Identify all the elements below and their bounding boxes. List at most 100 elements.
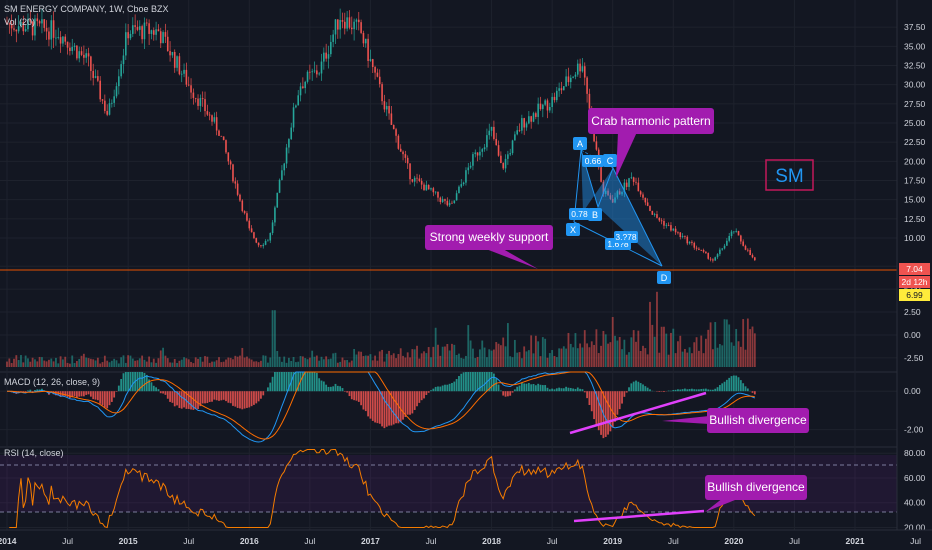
volume-bar: [376, 360, 379, 367]
volume-bar: [290, 360, 293, 367]
candle: [546, 98, 549, 119]
macd-histogram-bar: [239, 391, 241, 409]
time-axis-tick: Jul: [547, 536, 558, 546]
macd-histogram-bar: [593, 391, 595, 420]
candle: [472, 152, 474, 171]
candle: [190, 78, 192, 99]
volume-bar: [211, 361, 213, 367]
candle: [85, 48, 88, 63]
macd-histogram-bar: [355, 391, 358, 401]
volume-bar: [472, 348, 474, 367]
macd-histogram-bar: [241, 391, 244, 410]
candle: [728, 232, 730, 243]
pattern-ratio-abc: 0.66: [582, 155, 604, 167]
candle: [178, 53, 181, 76]
volume-bar: [180, 359, 183, 367]
candle: [509, 148, 512, 157]
volume-bar: [716, 347, 719, 367]
macd-histogram-bar: [136, 372, 139, 392]
macd-histogram-bar: [590, 391, 593, 412]
macd-histogram-bar: [260, 391, 262, 399]
macd-histogram-bar: [276, 372, 279, 392]
volume-bar: [131, 358, 134, 367]
macd-histogram-bar: [413, 391, 416, 410]
candle: [192, 88, 195, 105]
candle: [10, 14, 13, 37]
candle: [719, 247, 721, 257]
rsi-divergence-line: [573, 509, 705, 523]
candle: [211, 114, 213, 126]
volume-bar: [630, 337, 633, 367]
candle: [488, 123, 491, 140]
volume-bar: [157, 358, 160, 367]
macd-histogram-bar: [709, 389, 712, 392]
candle: [225, 139, 227, 155]
macd-histogram-bar: [236, 391, 239, 408]
candle: [497, 140, 500, 157]
macd-histogram-bar: [497, 384, 500, 392]
price-axis-tick: 60.00: [904, 473, 926, 483]
volume-bar: [136, 360, 139, 367]
macd-histogram-bar: [371, 391, 374, 421]
candle: [388, 99, 390, 120]
candle: [41, 8, 43, 34]
volume-bar: [260, 360, 262, 367]
volume-bar: [267, 362, 269, 367]
volume-bar: [420, 353, 423, 367]
volume-bar: [96, 357, 99, 367]
candle: [323, 47, 325, 70]
candle: [733, 231, 735, 234]
candle: [544, 98, 546, 107]
callout-macd-divergence: Bullish divergence: [662, 408, 809, 433]
macd-histogram-bar: [308, 372, 311, 392]
macd-histogram-bar: [164, 391, 167, 395]
macd-histogram-bar: [383, 391, 386, 429]
macd-histogram-bar: [718, 385, 721, 392]
macd-histogram-bar: [434, 386, 437, 392]
candle: [679, 232, 682, 240]
volume-bar: [304, 358, 307, 367]
candle: [92, 63, 94, 86]
volume-bar: [525, 351, 528, 367]
volume-bar: [78, 358, 81, 367]
svg-text:7.04: 7.04: [906, 264, 923, 274]
macd-histogram-bar: [124, 372, 127, 392]
macd-histogram-bar: [427, 391, 430, 393]
candle: [460, 179, 463, 189]
volume-bar: [476, 356, 479, 367]
candle: [262, 243, 265, 249]
volume-bar: [742, 319, 745, 367]
volume-bar: [306, 359, 309, 367]
macd-histogram-bar: [122, 373, 125, 392]
volume-bar: [434, 327, 437, 367]
candle: [185, 62, 188, 88]
macd-histogram-bar: [409, 391, 411, 415]
time-axis-tick: 2016: [240, 536, 259, 546]
candle: [306, 70, 309, 84]
macd-histogram-bar: [558, 387, 561, 392]
candle: [309, 64, 311, 80]
volume-bar: [41, 357, 43, 367]
candle: [730, 229, 733, 239]
macd-histogram-bar: [502, 391, 505, 396]
candle: [71, 38, 74, 55]
candle: [495, 132, 498, 146]
macd-histogram-bar: [490, 372, 493, 392]
volume-bar: [705, 338, 707, 367]
candle: [660, 218, 663, 225]
candle: [285, 143, 288, 169]
volume-bar: [555, 357, 558, 367]
candle: [674, 225, 677, 235]
candle: [204, 91, 206, 117]
volume-bar: [637, 330, 640, 367]
macd-histogram-bar: [658, 391, 661, 392]
volume-bar: [483, 347, 486, 367]
candle: [385, 102, 388, 117]
volume-bar: [411, 349, 414, 367]
candle: [164, 23, 167, 43]
macd-signal-line: [7, 371, 755, 440]
candle: [339, 8, 341, 39]
volume-bar: [281, 361, 283, 367]
volume-bar: [176, 362, 178, 367]
candle: [406, 155, 409, 169]
